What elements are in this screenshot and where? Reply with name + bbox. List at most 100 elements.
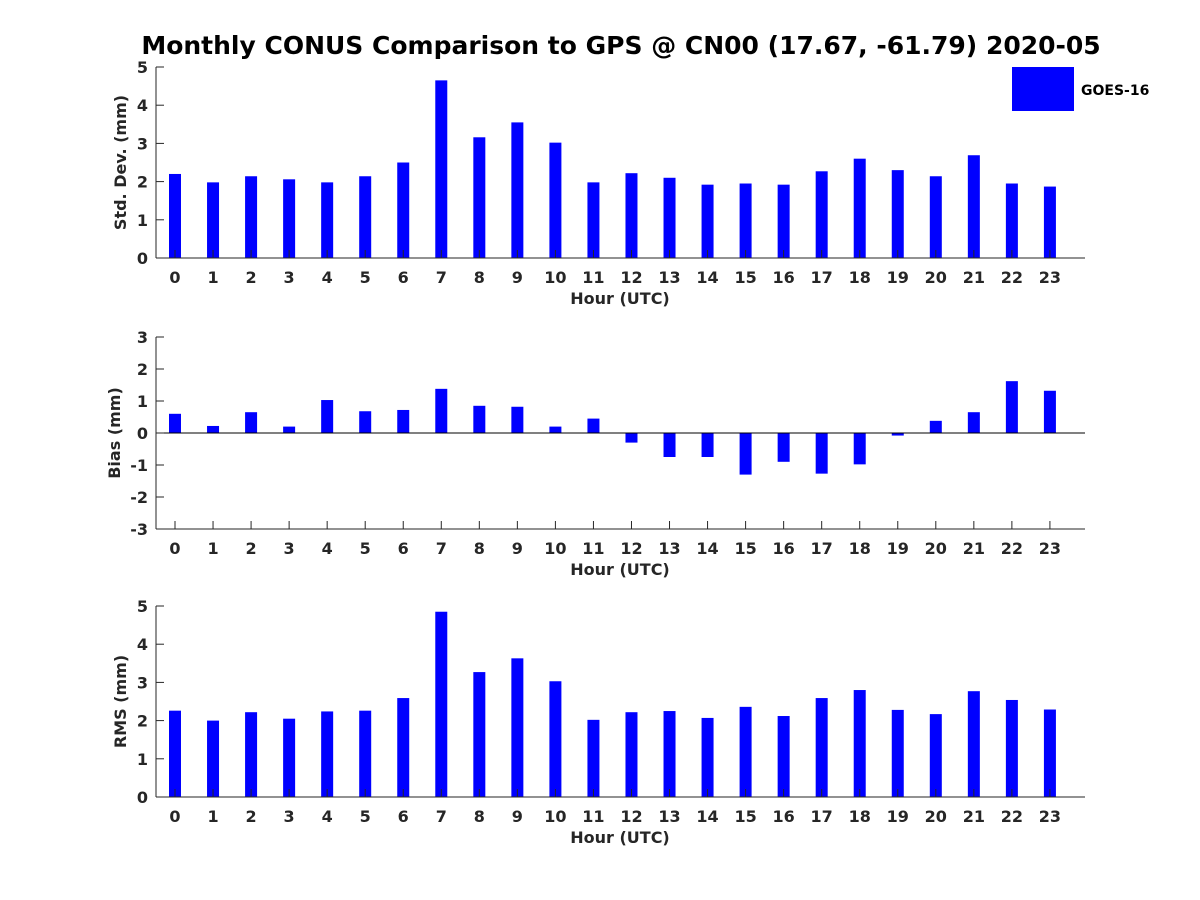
std-bar-hour-14	[701, 184, 714, 258]
rms-x-tick-label: 2	[246, 807, 257, 826]
std-y-tick-label: 4	[137, 96, 148, 115]
rms-bar-hour-14	[701, 717, 714, 797]
rms-x-tick-label: 3	[284, 807, 295, 826]
bias-x-tick-label: 10	[544, 539, 566, 558]
bias-x-tick-label: 21	[963, 539, 985, 558]
rms-y-tick-label: 4	[137, 635, 148, 654]
std-y-tick-label: 0	[137, 249, 148, 268]
rms-y-tick-label: 3	[137, 673, 148, 692]
rms-y-tick-label: 0	[137, 788, 148, 807]
bias-bar-hour-18	[853, 433, 866, 465]
rms-y-tick-label: 1	[137, 750, 148, 769]
bias-bar-hour-17	[815, 433, 828, 474]
std-bar-hour-5	[359, 176, 372, 258]
bias-x-tick-label: 19	[887, 539, 909, 558]
rms-bar-hour-3	[283, 718, 296, 797]
std-bar-hour-6	[397, 162, 410, 258]
rms-y-tick-label: 5	[137, 597, 148, 616]
rms-x-tick-label: 9	[512, 807, 523, 826]
std-bar-hour-16	[777, 184, 790, 258]
bias-y-tick-label: -1	[130, 456, 148, 475]
std-bar-hour-12	[625, 173, 638, 258]
legend-label-goes-16: GOES-16	[1081, 83, 1149, 99]
rms-x-tick-label: 19	[887, 807, 909, 826]
bias-x-tick-label: 0	[169, 539, 180, 558]
bias-y-tick-label: 2	[137, 360, 148, 379]
bias-x-tick-label: 11	[582, 539, 604, 558]
rms-bar-hour-18	[853, 690, 866, 797]
bias-x-tick-label: 1	[207, 539, 218, 558]
std-bar-hour-18	[853, 158, 866, 258]
std-y-axis-label: Std. Dev. (mm)	[111, 95, 130, 230]
std-bar-hour-17	[815, 171, 828, 258]
rms-bar-hour-1	[207, 720, 220, 797]
bias-bar-hour-23	[1043, 390, 1056, 433]
rms-x-tick-label: 8	[474, 807, 485, 826]
bias-x-tick-label: 8	[474, 539, 485, 558]
std-x-tick-label: 19	[887, 268, 909, 287]
std-bar-hour-2	[245, 176, 258, 258]
std-bar-hour-10	[549, 142, 562, 258]
std-x-tick-label: 21	[963, 268, 985, 287]
std-y-tick-label: 3	[137, 134, 148, 153]
rms-bar-hour-0	[169, 710, 181, 797]
bias-bar-hour-7	[435, 388, 448, 433]
rms-x-tick-label: 6	[398, 807, 409, 826]
bias-y-tick-label: 1	[137, 392, 148, 411]
std-x-tick-label: 22	[1001, 268, 1023, 287]
std-x-tick-label: 23	[1039, 268, 1061, 287]
std-x-tick-label: 6	[398, 268, 409, 287]
rms-bar-hour-17	[815, 698, 828, 797]
rms-x-tick-label: 1	[207, 807, 218, 826]
std-bar-hour-7	[435, 80, 448, 259]
rms-bar-hour-20	[929, 714, 942, 797]
std-x-tick-label: 13	[658, 268, 680, 287]
rms-x-tick-label: 12	[620, 807, 642, 826]
bias-y-tick-label: -3	[130, 520, 148, 539]
bias-y-tick-label: 0	[137, 424, 148, 443]
std-bar-hour-8	[473, 137, 486, 258]
bias-x-tick-label: 23	[1039, 539, 1061, 558]
bias-x-tick-label: 9	[512, 539, 523, 558]
chart-title: Monthly CONUS Comparison to GPS @ CN00 (…	[141, 31, 1100, 60]
rms-bar-hour-23	[1043, 709, 1056, 797]
std-x-tick-label: 15	[734, 268, 756, 287]
bias-bar-hour-9	[511, 406, 524, 433]
std-bar-hour-20	[929, 176, 942, 258]
bias-x-axis-label: Hour (UTC)	[570, 560, 670, 579]
bias-bar-hour-1	[207, 425, 220, 433]
rms-x-tick-label: 5	[360, 807, 371, 826]
rms-bar-hour-8	[473, 672, 486, 797]
std-x-tick-label: 20	[925, 268, 947, 287]
bias-x-tick-label: 12	[620, 539, 642, 558]
bias-x-tick-label: 18	[849, 539, 871, 558]
std-x-tick-label: 4	[322, 268, 333, 287]
bias-bar-hour-2	[245, 412, 258, 433]
bias-y-tick-label: 3	[137, 328, 148, 347]
bias-bar-hour-6	[397, 409, 410, 433]
bias-x-tick-label: 13	[658, 539, 680, 558]
std-x-tick-label: 18	[849, 268, 871, 287]
rms-bar-hour-6	[397, 698, 410, 797]
rms-bar-hour-16	[777, 716, 790, 797]
bias-bar-hour-0	[169, 413, 181, 433]
std-x-tick-label: 2	[246, 268, 257, 287]
rms-x-tick-label: 22	[1001, 807, 1023, 826]
rms-bar-hour-4	[321, 711, 334, 797]
rms-bar-hour-11	[587, 719, 600, 797]
bias-bar-hour-22	[1005, 381, 1018, 433]
std-y-tick-label: 1	[137, 211, 148, 230]
std-x-tick-label: 0	[169, 268, 180, 287]
std-x-tick-label: 9	[512, 268, 523, 287]
legend-swatch-goes-16	[1012, 67, 1074, 111]
rms-x-tick-label: 11	[582, 807, 604, 826]
std-y-tick-label: 5	[137, 58, 148, 77]
bias-bar-hour-12	[625, 433, 638, 443]
std-x-tick-label: 3	[284, 268, 295, 287]
rms-bar-hour-2	[245, 712, 258, 797]
bias-x-tick-label: 17	[811, 539, 833, 558]
bias-bar-hour-5	[359, 411, 372, 433]
rms-bar-hour-19	[891, 709, 904, 797]
